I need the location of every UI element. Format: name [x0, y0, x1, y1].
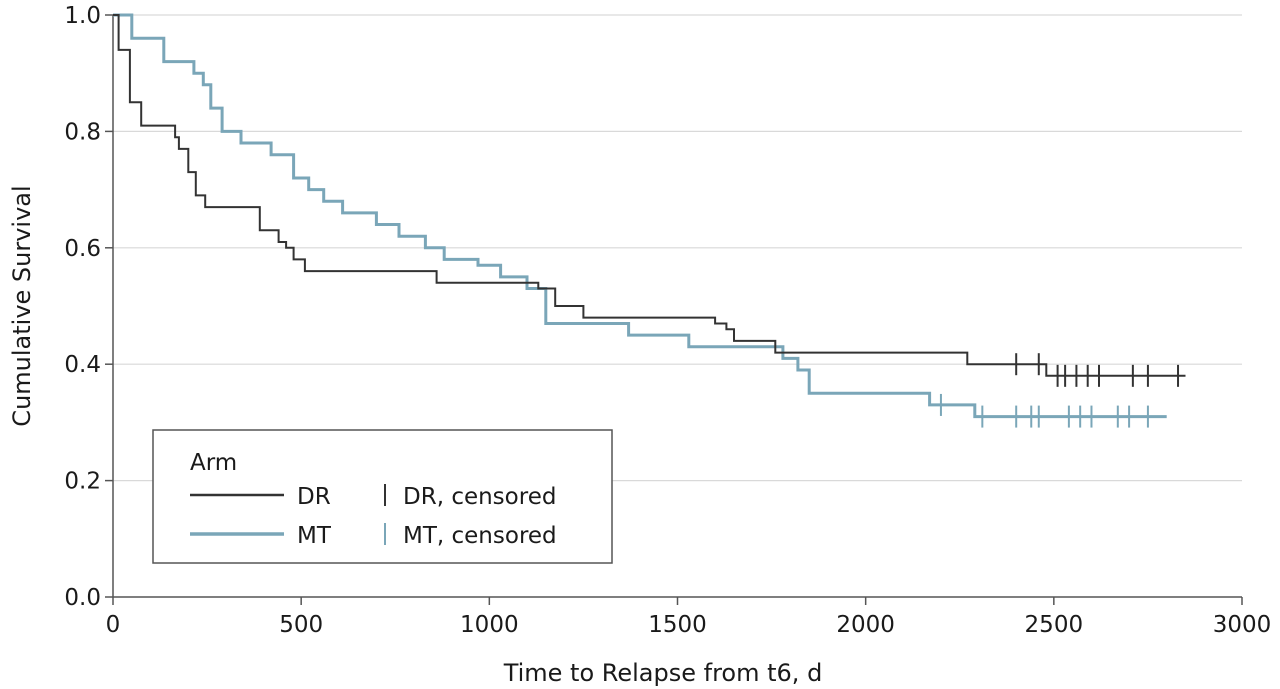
legend-title: Arm [190, 450, 237, 476]
x-tick-label-0: 0 [106, 612, 121, 638]
grid [113, 14, 1242, 482]
series-layer [113, 13, 1186, 428]
x-tick-label-4: 2000 [836, 612, 895, 638]
x-axis-ticks: 0 500 1000 1500 2000 2500 3000 [106, 597, 1272, 638]
legend-label-mt: MT [297, 523, 332, 549]
series-mt-line [113, 13, 1167, 419]
y-axis-ticks: 0.0 0.2 0.4 0.6 0.8 1.0 [64, 3, 113, 611]
y-tick-label-2: 0.4 [64, 352, 101, 378]
series-dr-line [113, 14, 1186, 377]
x-tick-label-2: 1000 [460, 612, 519, 638]
legend-label-mt-censored: MT, censored [403, 523, 557, 549]
y-tick-label-0: 0.0 [64, 585, 101, 611]
legend-label-dr: DR [297, 484, 331, 510]
y-tick-label-3: 0.6 [64, 236, 101, 262]
legend: Arm DR MT DR, censored MT, censored [152, 429, 613, 564]
x-tick-label-1: 500 [279, 612, 323, 638]
y-tick-label-5: 1.0 [64, 3, 101, 29]
x-tick-label-6: 3000 [1213, 612, 1272, 638]
legend-box [152, 429, 613, 564]
y-tick-label-1: 0.2 [64, 469, 101, 495]
y-axis-title: Cumulative Survival [8, 185, 36, 426]
x-tick-label-5: 2500 [1025, 612, 1084, 638]
legend-label-dr-censored: DR, censored [403, 484, 556, 510]
x-axis-title: Time to Relapse from t6, d [503, 659, 823, 687]
x-tick-label-3: 1500 [648, 612, 707, 638]
y-tick-label-4: 0.8 [64, 119, 101, 145]
